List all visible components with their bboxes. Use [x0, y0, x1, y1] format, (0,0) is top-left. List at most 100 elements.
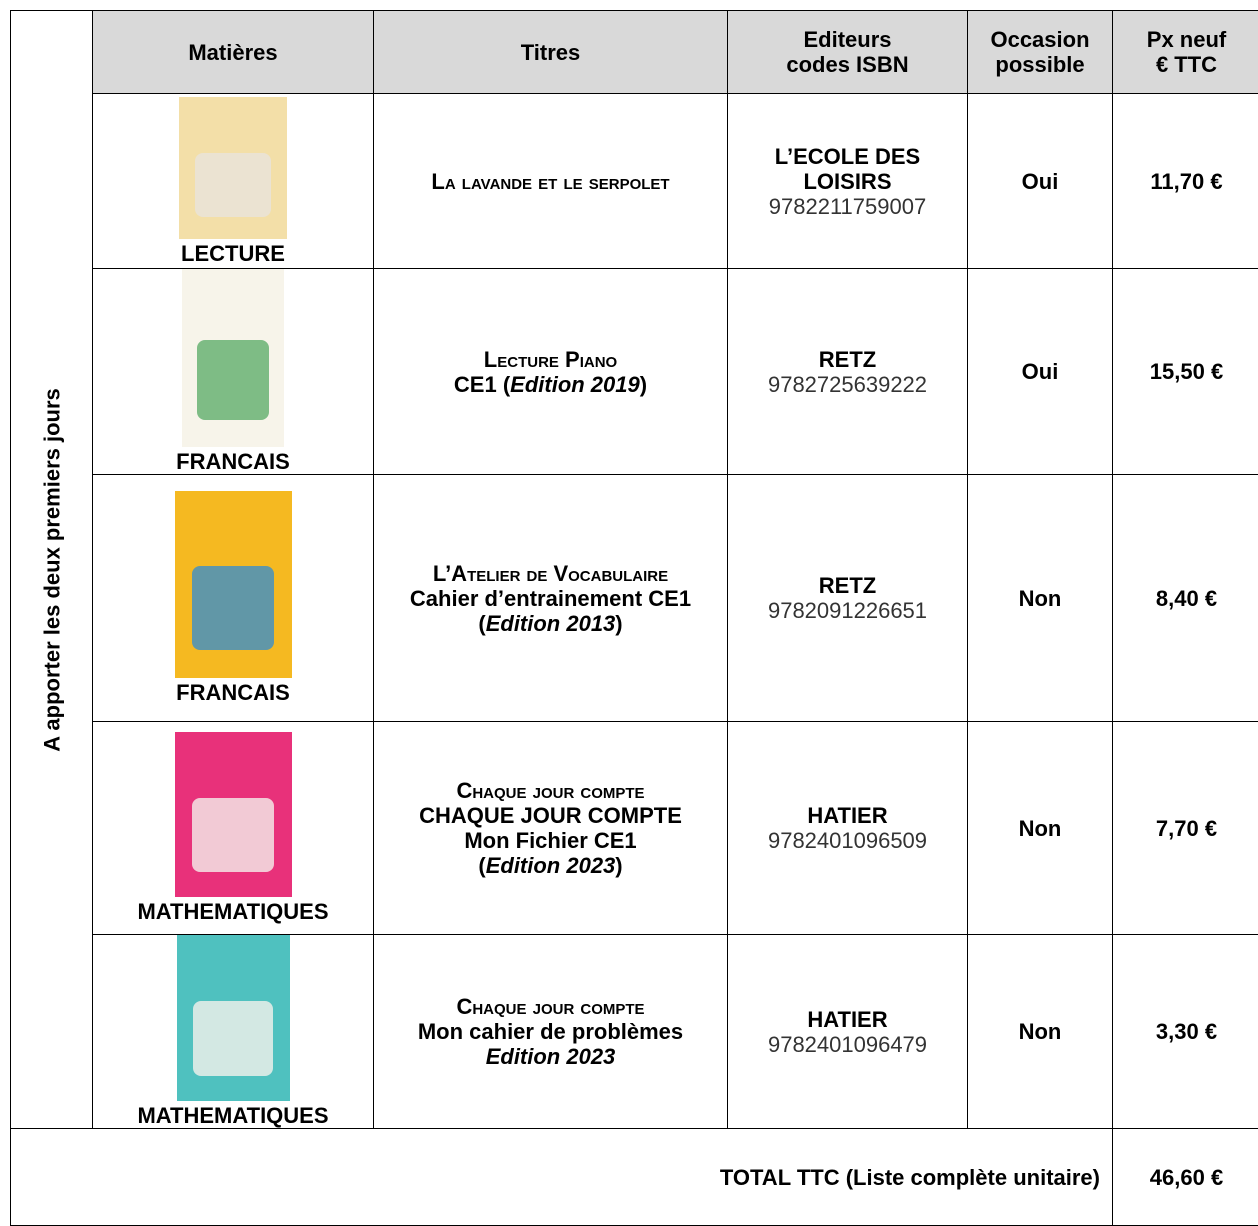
isbn: 9782401096479 [728, 1032, 967, 1057]
title-part: Chaque jour compte [456, 778, 644, 803]
used-cell: Oui [968, 94, 1113, 269]
header-cell: Matières [93, 11, 374, 94]
title-line: Cahier d’entrainement CE1 [374, 586, 727, 611]
title-part: Edition 2013 [486, 611, 616, 636]
title-line: Lecture Piano [374, 347, 727, 372]
cover-art [192, 566, 274, 650]
side-label: A apporter les deux premiers jours [39, 388, 64, 752]
header-line: codes ISBN [728, 52, 967, 77]
header-line: € TTC [1113, 52, 1258, 77]
title-line: Chaque jour compte [374, 778, 727, 803]
title-part: ) [640, 372, 647, 397]
title-line: La lavande et le serpolet [374, 169, 727, 194]
title-part: Mon cahier de problèmes [418, 1019, 683, 1044]
isbn: 9782401096509 [728, 828, 967, 853]
editor-line: HATIER [728, 1007, 967, 1032]
title-part: L’Atelier de Vocabulaire [433, 561, 668, 586]
header-line: possible [968, 52, 1112, 77]
subject-cell: MATHEMATIQUES [93, 722, 374, 935]
header-row: A apporter les deux premiers jours Matiè… [11, 11, 1258, 94]
title-line: L’Atelier de Vocabulaire [374, 561, 727, 586]
title-part: La lavande et le serpolet [431, 169, 669, 194]
used-cell: Oui [968, 269, 1113, 475]
title-line: (Edition 2023) [374, 853, 727, 878]
isbn: 9782091226651 [728, 598, 967, 623]
isbn: 9782211759007 [728, 194, 967, 219]
total-row: TOTAL TTC (Liste complète unitaire) 46,6… [11, 1129, 1258, 1226]
book-cover [182, 269, 284, 447]
editor-line: L’ECOLE DES [728, 144, 967, 169]
title-part: CE1 ( [454, 372, 510, 397]
used-cell: Non [968, 475, 1113, 722]
title-line: Chaque jour compte [374, 994, 727, 1019]
title-part: ) [615, 853, 622, 878]
isbn: 9782725639222 [728, 372, 967, 397]
title-part: CHAQUE JOUR COMPTE [419, 803, 682, 828]
book-cover [179, 97, 287, 239]
title-part: ( [478, 611, 485, 636]
side-cell: A apporter les deux premiers jours [11, 11, 93, 1129]
subject-cell: MATHEMATIQUES [93, 935, 374, 1129]
subject-cell: FRANCAIS [93, 269, 374, 475]
header-cell: Px neuf€ TTC [1113, 11, 1258, 94]
price-cell: 3,30 € [1113, 935, 1258, 1129]
editor-line: RETZ [728, 347, 967, 372]
used-cell: Non [968, 722, 1113, 935]
book-table: A apporter les deux premiers jours Matiè… [10, 10, 1258, 1226]
title-line: CHAQUE JOUR COMPTE [374, 803, 727, 828]
book-cover [175, 491, 292, 678]
price-cell: 15,50 € [1113, 269, 1258, 475]
title-part: Chaque jour compte [456, 994, 644, 1019]
cover-art [192, 798, 274, 872]
title-cell: La lavande et le serpolet [374, 94, 728, 269]
title-part: Lecture Piano [484, 347, 617, 372]
cover-art [193, 1001, 272, 1076]
title-part: ) [615, 611, 622, 636]
title-line: Edition 2023 [374, 1044, 727, 1069]
book-cover [177, 935, 290, 1101]
book-cover [175, 732, 292, 897]
subject: LECTURE [93, 241, 373, 266]
subject: FRANCAIS [93, 449, 373, 474]
header-cell: Titres [374, 11, 728, 94]
subject-cell: FRANCAIS [93, 475, 374, 722]
used-cell: Non [968, 935, 1113, 1129]
cover-art [195, 153, 271, 217]
title-part: Edition 2023 [486, 1044, 616, 1069]
subject: MATHEMATIQUES [93, 899, 373, 924]
title-line: (Edition 2013) [374, 611, 727, 636]
subject: FRANCAIS [93, 680, 373, 705]
price-cell: 11,70 € [1113, 94, 1258, 269]
cover-art [197, 340, 268, 420]
editor-line: LOISIRS [728, 169, 967, 194]
title-part: Edition 2023 [486, 853, 616, 878]
title-part: Edition 2019 [510, 372, 640, 397]
header-line: Px neuf [1113, 27, 1258, 52]
title-part: Cahier d’entrainement CE1 [410, 586, 691, 611]
editor-line: HATIER [728, 803, 967, 828]
header-line: Occasion [968, 27, 1112, 52]
price-cell: 7,70 € [1113, 722, 1258, 935]
title-line: Mon Fichier CE1 [374, 828, 727, 853]
price-cell: 8,40 € [1113, 475, 1258, 722]
title-line: Mon cahier de problèmes [374, 1019, 727, 1044]
title-part: ( [478, 853, 485, 878]
title-part: Mon Fichier CE1 [464, 828, 636, 853]
total-label: TOTAL TTC (Liste complète unitaire) [11, 1129, 1113, 1226]
title-line: CE1 (Edition 2019) [374, 372, 727, 397]
